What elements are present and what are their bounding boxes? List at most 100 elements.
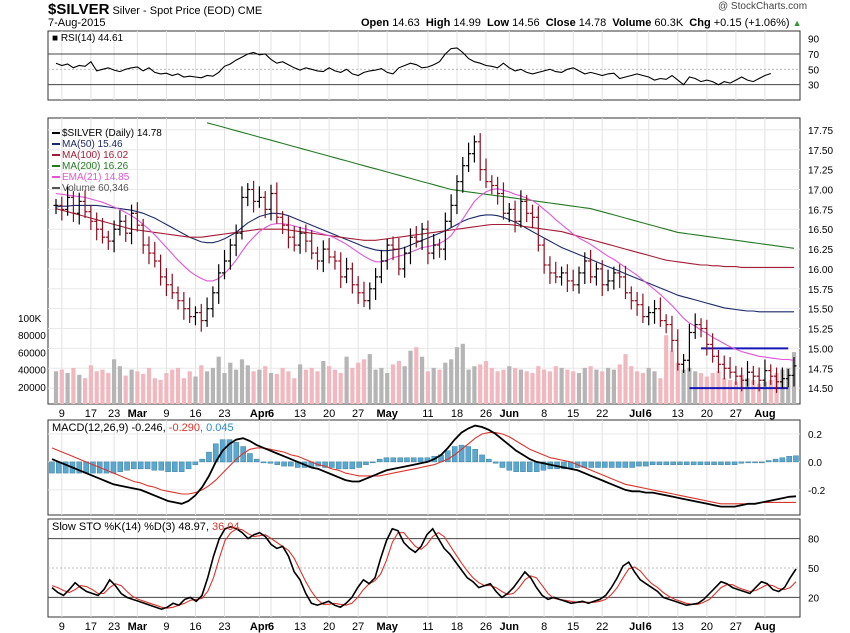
macd-histogram-bar [329,461,335,468]
macd-histogram-bar [608,461,615,468]
volume-bar [65,373,70,404]
volume-bar [309,367,314,404]
volume-bar [635,371,640,404]
volume-bar [53,371,59,404]
x-axis-label: 6 [646,408,652,420]
x-axis-label: 6 [268,621,274,633]
x-axis-label: 11 [422,621,433,633]
volume-bar [611,369,616,404]
x-axis-label: 6 [646,621,652,633]
macd-histogram-bar [267,461,274,464]
volume-bar [135,371,140,404]
macd-tick-label: 0.0 [808,458,822,469]
macd-histogram-bar [192,461,199,465]
volume-bar [495,371,500,404]
volume-bar [327,366,332,404]
volume-bar [658,378,663,404]
volume-bar [379,367,384,404]
ma200-line [206,122,795,249]
volume-bar [106,373,111,404]
price-tick-label: 17.50 [808,146,833,157]
volume-bar [629,366,634,404]
watermark: @ StockCharts.com [718,1,808,12]
volume-bar [606,367,611,404]
macd-histogram-bar [370,461,376,464]
volume-bar [361,359,367,404]
sto-k-line [51,525,797,611]
volume-bar [757,383,762,404]
close-label: Close [545,17,576,29]
price-tick-label: 15.75 [808,285,833,296]
symbol: $SILVER [48,1,110,18]
sto-tick-label: 80 [808,535,820,546]
volume-bar [402,366,407,404]
x-axis-label: 13 [294,408,306,420]
volume-bar [565,369,570,404]
macd-histogram-bar [445,450,451,463]
macd-histogram-bar [185,461,192,470]
macd-histogram-bar [137,461,144,470]
x-axis-label: Jul [629,408,645,420]
x-axis-label: 13 [672,408,684,420]
macd-histogram-bar [779,457,786,463]
macd-histogram-bar [151,461,158,471]
x-axis-label: 22 [596,621,608,633]
macd-histogram-bar [178,461,185,472]
x-axis-label: 9 [163,621,169,633]
up-triangle-icon: ▲ [792,18,802,28]
volume-bar [408,350,413,404]
volume-bar [367,354,372,404]
rsi-panel-frame [47,30,801,101]
volume-bar [263,366,268,404]
x-axis-label: 9 [163,408,169,420]
volume-bar [94,371,99,404]
macd-histogram-bar [718,461,724,465]
x-axis-label: 20 [323,621,335,633]
chart-date: 7-Aug-2015 [48,17,106,29]
legend-label: EMA(21) 14.85 [62,172,130,183]
volume-bar [640,373,645,404]
macd-histogram-bar [253,458,260,463]
macd-histogram-bar [260,461,267,464]
rsi-tick-label: 30 [808,81,820,92]
macd-histogram-bar [356,461,362,468]
volume-bar [350,367,355,404]
volume-bar [239,359,245,404]
volume-bar [234,369,239,404]
volume-bar [100,369,105,404]
rsi-line [55,47,771,86]
x-axis-label: 26 [480,408,492,420]
price-tick-label: 16.75 [808,205,833,216]
volume-bar [588,366,593,404]
volume-bar [274,373,279,404]
macd-histogram-bar [697,461,704,465]
price-tick-label: 17.00 [808,186,833,197]
volume-bar [472,366,477,404]
macd-panel-frame [47,419,801,516]
macd-histogram-bar [499,461,506,468]
volume-bar [321,361,326,404]
macd-histogram-bar [513,461,519,472]
x-axis-label: 18 [451,408,463,420]
macd-histogram-bar [527,461,533,472]
macd-histogram-bar [376,458,383,463]
x-axis-label: 23 [108,621,120,633]
volume-bar [728,379,733,404]
x-axis-label: 15 [567,408,579,420]
x-axis-label: 27 [730,408,742,420]
rsi-tick-label: 50 [808,65,820,76]
x-axis-label: Jul [629,621,645,633]
price-tick-label: 17.25 [808,166,833,177]
volume-bar [292,378,297,404]
macd-histogram-bar [103,461,110,474]
volume-bar [536,366,541,404]
volume-bar [524,371,529,404]
macd-histogram-bar [684,461,690,465]
high-label: High [425,17,451,29]
volume-bar [129,369,134,404]
macd-histogram-bar [649,461,656,465]
x-axis-label: 18 [451,621,463,633]
volume-bar [315,371,320,404]
x-axis-label: Apr [250,408,270,420]
